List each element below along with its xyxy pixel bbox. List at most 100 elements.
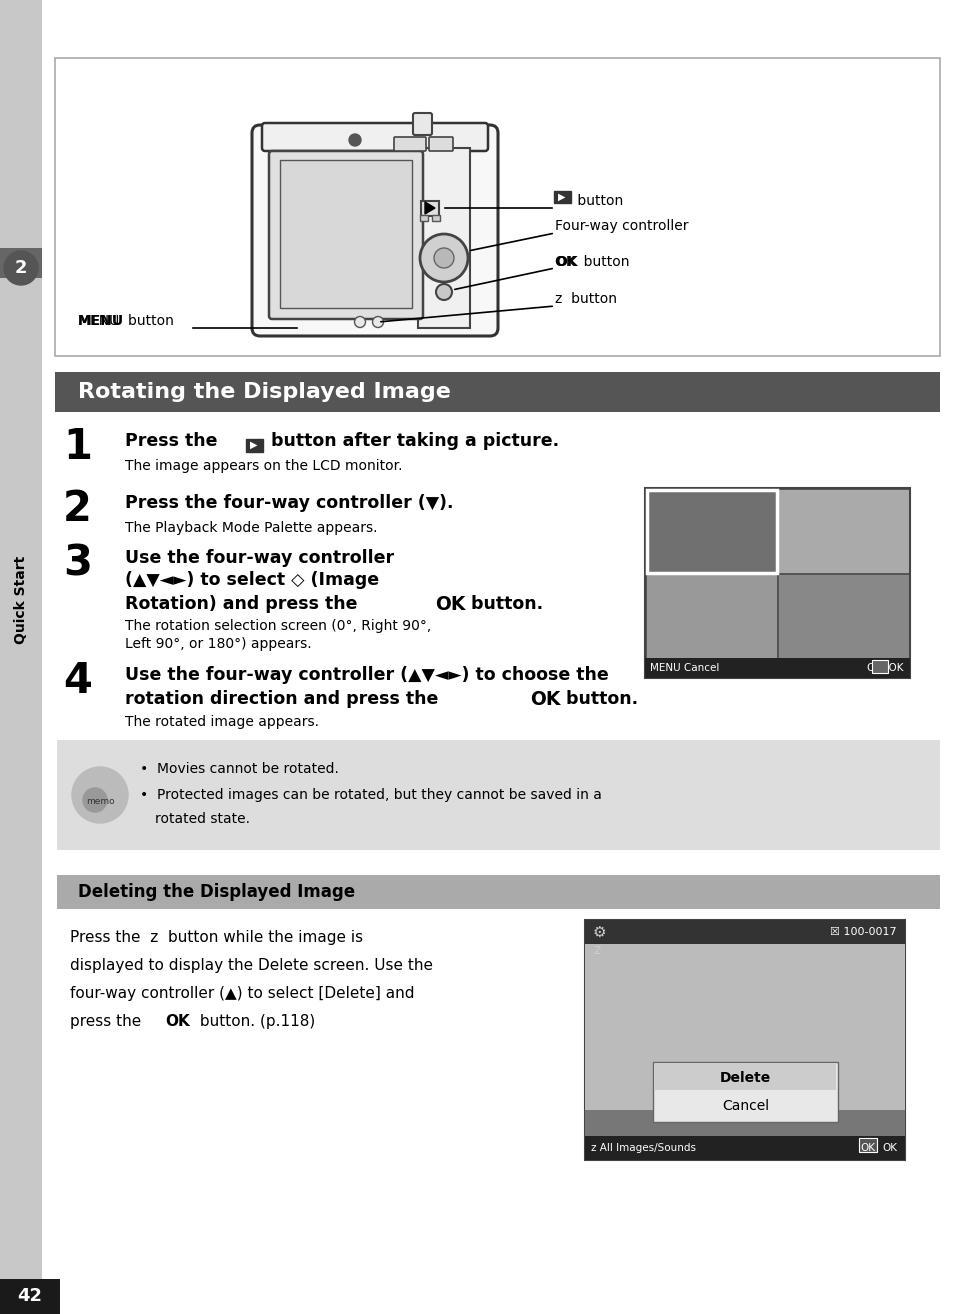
Bar	[584, 920, 904, 1110]
Text: •  Movies cannot be rotated.: • Movies cannot be rotated.	[140, 762, 338, 777]
Text: Press the four-way controller (▼).: Press the four-way controller (▼).	[125, 494, 453, 512]
Bar	[652, 1062, 837, 1122]
Text: MENU Cancel: MENU Cancel	[649, 664, 719, 673]
Text: Left 90°, or 180°) appears.: Left 90°, or 180°) appears.	[125, 637, 312, 650]
Text: OK: OK	[435, 595, 465, 614]
Text: (▲▼◄►) to select ◇ (Image: (▲▼◄►) to select ◇ (Image	[125, 572, 378, 589]
Bar	[871, 660, 887, 673]
Polygon shape	[424, 202, 435, 214]
Circle shape	[419, 234, 468, 283]
Text: Four-way controller: Four-way controller	[555, 219, 688, 233]
Text: Rotating the Displayed Image: Rotating the Displayed Image	[78, 382, 451, 402]
Text: button. (p.118): button. (p.118)	[194, 1014, 314, 1029]
Circle shape	[372, 317, 383, 327]
Bar	[280, 160, 412, 307]
Bar	[246, 439, 263, 452]
FancyBboxPatch shape	[394, 137, 426, 151]
Bar	[858, 1138, 876, 1152]
Text: The Playback Mode Palette appears.: The Playback Mode Palette appears.	[125, 520, 377, 535]
Bar	[584, 1110, 904, 1160]
Text: ▶: ▶	[558, 192, 565, 202]
Text: The rotation selection screen (0°, Right 90°,: The rotation selection screen (0°, Right…	[125, 619, 431, 633]
Bar	[554, 191, 571, 202]
Text: ᴢ: ᴢ	[593, 943, 599, 957]
Circle shape	[434, 248, 454, 268]
Bar	[419, 215, 428, 221]
Circle shape	[355, 317, 365, 327]
Text: Press the  ᴢ  button while the image is: Press the ᴢ button while the image is	[70, 930, 363, 945]
Text: memo: memo	[86, 798, 114, 807]
Text: OK  OK: OK OK	[866, 664, 903, 673]
Circle shape	[71, 767, 128, 823]
Text: The rotated image appears.: The rotated image appears.	[125, 715, 318, 729]
Bar	[655, 1064, 835, 1091]
Bar	[584, 1137, 904, 1160]
Bar	[420, 201, 438, 215]
Bar	[646, 576, 776, 658]
Bar	[644, 658, 909, 678]
Text: OK: OK	[165, 1014, 190, 1029]
Text: ᴢ All Images/Sounds: ᴢ All Images/Sounds	[590, 1143, 696, 1152]
Bar	[646, 490, 776, 573]
Text: 42: 42	[17, 1286, 43, 1305]
Text: •  Protected images can be rotated, but they cannot be saved in a: • Protected images can be rotated, but t…	[140, 788, 601, 802]
Text: Press the: Press the	[125, 432, 223, 449]
Text: MENU  button: MENU button	[78, 314, 173, 328]
Text: rotated state.: rotated state.	[154, 812, 250, 827]
Bar	[646, 490, 776, 573]
Text: OK: OK	[530, 690, 559, 710]
Text: Use the four-way controller: Use the four-way controller	[125, 549, 394, 568]
Text: OK: OK	[860, 1143, 875, 1152]
Circle shape	[4, 251, 38, 285]
Circle shape	[349, 134, 360, 146]
Bar	[584, 920, 904, 943]
Text: displayed to display the Delete screen. Use the: displayed to display the Delete screen. …	[70, 958, 433, 972]
Bar	[57, 875, 939, 909]
Bar	[432, 215, 439, 221]
Bar	[644, 487, 909, 678]
Text: four-way controller (▲) to select [Delete] and: four-way controller (▲) to select [Delet…	[70, 986, 414, 1001]
Text: Rotation) and press the: Rotation) and press the	[125, 595, 363, 614]
Text: The image appears on the LCD monitor.: The image appears on the LCD monitor.	[125, 459, 402, 473]
Text: 4: 4	[63, 660, 91, 702]
Text: button: button	[573, 194, 622, 208]
Bar	[779, 490, 908, 573]
Text: rotation direction and press the: rotation direction and press the	[125, 690, 444, 708]
Text: ⚙: ⚙	[593, 925, 606, 940]
FancyBboxPatch shape	[413, 113, 432, 135]
Text: press the: press the	[70, 1014, 146, 1029]
Text: button.: button.	[559, 690, 638, 708]
Text: OK  button: OK button	[555, 255, 629, 269]
Text: Deleting the Displayed Image: Deleting the Displayed Image	[78, 883, 355, 901]
Text: ᴢ  button: ᴢ button	[555, 292, 617, 306]
Text: 1: 1	[63, 426, 91, 468]
Bar	[584, 920, 904, 1160]
Text: Cancel: Cancel	[721, 1099, 768, 1113]
Text: Use the four-way controller (▲▼◄►) to choose the: Use the four-way controller (▲▼◄►) to ch…	[125, 666, 608, 685]
Bar	[57, 740, 939, 850]
Bar	[417, 148, 470, 328]
Text: OK: OK	[882, 1143, 897, 1152]
Text: 2: 2	[63, 487, 91, 530]
FancyBboxPatch shape	[252, 125, 497, 336]
Text: ☒ 100-0017: ☒ 100-0017	[829, 926, 896, 937]
Bar	[55, 58, 939, 356]
FancyBboxPatch shape	[269, 151, 422, 319]
Bar	[0, 248, 42, 279]
FancyBboxPatch shape	[429, 137, 453, 151]
FancyBboxPatch shape	[262, 124, 488, 151]
Text: button after taking a picture.: button after taking a picture.	[265, 432, 558, 449]
Bar	[0, 0, 42, 1314]
Text: button.: button.	[464, 595, 542, 614]
Text: ▶: ▶	[250, 440, 257, 449]
Bar	[55, 372, 939, 413]
Text: OK: OK	[555, 255, 577, 269]
Circle shape	[83, 788, 107, 812]
Text: 3: 3	[63, 543, 91, 585]
Text: MENU: MENU	[78, 314, 124, 328]
Bar	[0, 1279, 60, 1314]
Bar	[779, 576, 908, 658]
Text: Delete: Delete	[720, 1071, 770, 1085]
Circle shape	[436, 284, 452, 300]
Text: Quick Start: Quick Start	[14, 556, 28, 644]
